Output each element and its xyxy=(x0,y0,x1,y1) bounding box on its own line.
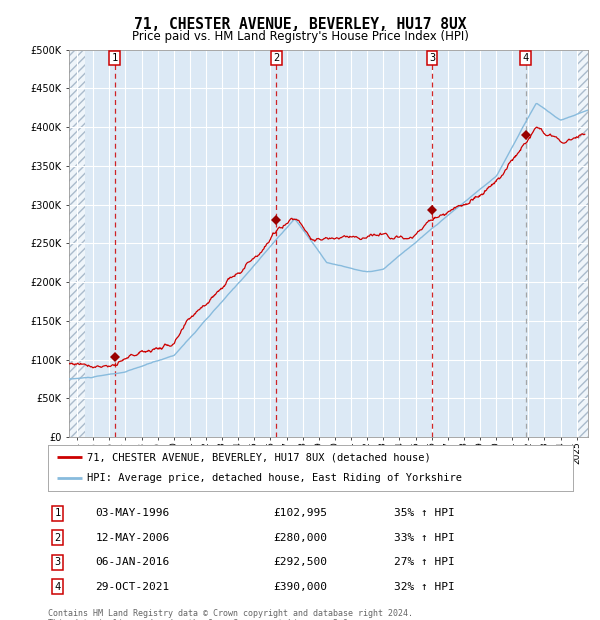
Text: 12-MAY-2006: 12-MAY-2006 xyxy=(95,533,170,542)
Text: 1: 1 xyxy=(54,508,61,518)
Bar xyxy=(69,50,85,437)
Text: 29-OCT-2021: 29-OCT-2021 xyxy=(95,582,170,591)
Text: 27% ↑ HPI: 27% ↑ HPI xyxy=(395,557,455,567)
Text: 1: 1 xyxy=(112,53,118,63)
Text: 71, CHESTER AVENUE, BEVERLEY, HU17 8UX: 71, CHESTER AVENUE, BEVERLEY, HU17 8UX xyxy=(134,17,466,32)
Text: 3: 3 xyxy=(429,53,435,63)
Text: 4: 4 xyxy=(54,582,61,591)
Text: £292,500: £292,500 xyxy=(274,557,328,567)
Text: 35% ↑ HPI: 35% ↑ HPI xyxy=(395,508,455,518)
Text: 4: 4 xyxy=(523,53,529,63)
Text: 2: 2 xyxy=(54,533,61,542)
Text: 32% ↑ HPI: 32% ↑ HPI xyxy=(395,582,455,591)
Text: 33% ↑ HPI: 33% ↑ HPI xyxy=(395,533,455,542)
Text: HPI: Average price, detached house, East Riding of Yorkshire: HPI: Average price, detached house, East… xyxy=(88,474,463,484)
Bar xyxy=(577,50,588,437)
Bar xyxy=(577,50,588,437)
Text: 3: 3 xyxy=(54,557,61,567)
Text: £280,000: £280,000 xyxy=(274,533,328,542)
Text: 06-JAN-2016: 06-JAN-2016 xyxy=(95,557,170,567)
Text: 2: 2 xyxy=(273,53,280,63)
Text: 03-MAY-1996: 03-MAY-1996 xyxy=(95,508,170,518)
Bar xyxy=(69,50,85,437)
Text: Contains HM Land Registry data © Crown copyright and database right 2024.
This d: Contains HM Land Registry data © Crown c… xyxy=(48,609,413,620)
Text: £390,000: £390,000 xyxy=(274,582,328,591)
Text: £102,995: £102,995 xyxy=(274,508,328,518)
Text: 71, CHESTER AVENUE, BEVERLEY, HU17 8UX (detached house): 71, CHESTER AVENUE, BEVERLEY, HU17 8UX (… xyxy=(88,452,431,462)
Text: Price paid vs. HM Land Registry's House Price Index (HPI): Price paid vs. HM Land Registry's House … xyxy=(131,30,469,43)
